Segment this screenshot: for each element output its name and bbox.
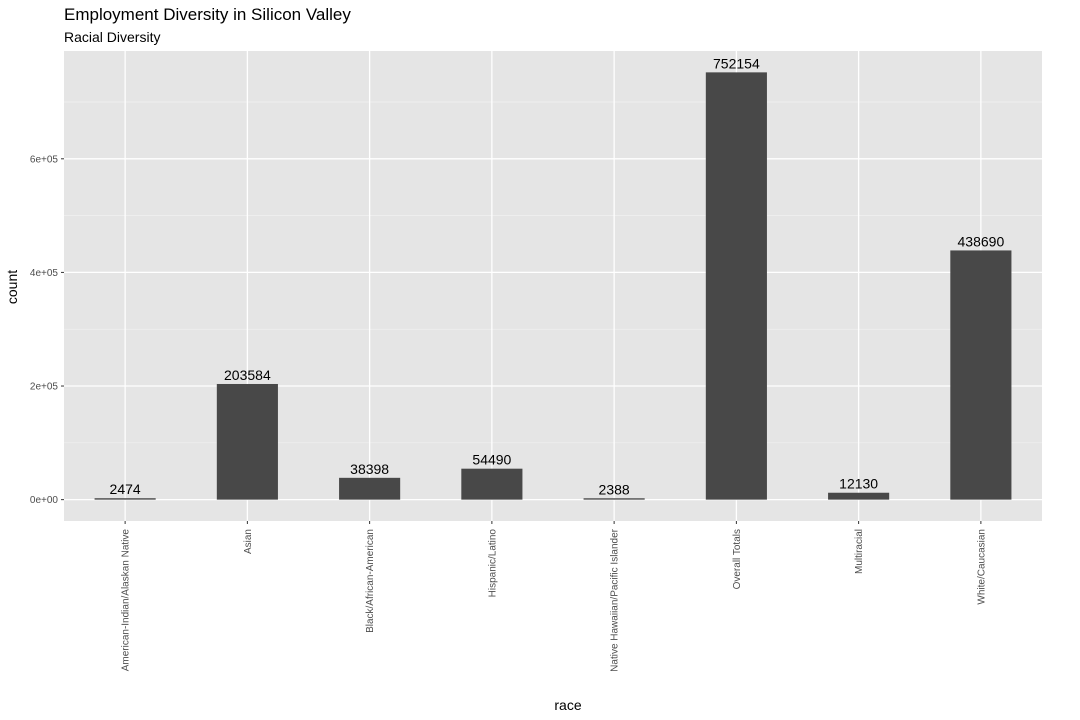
bar-value-label: 203584 [224, 367, 271, 383]
bar-value-label: 38398 [350, 461, 389, 477]
x-tick-label: American-Indian/Alaskan Native [121, 529, 132, 672]
y-tick-label: 4e+05 [30, 268, 59, 279]
bar [583, 498, 645, 500]
data-labels: 2474 203584 38398 54490 2388 752154 12130 43869… [110, 55, 1005, 497]
plot-panel [64, 51, 1042, 521]
y-axis: 0e+00 2e+05 4e+05 6e+05 [30, 154, 64, 506]
bars [94, 72, 1012, 500]
bar [216, 383, 278, 500]
bar-value-label: 752154 [713, 55, 760, 71]
bar [339, 477, 401, 500]
x-tick-label: Black/African-American [365, 529, 376, 633]
x-tick-label: Multiracial [854, 529, 865, 574]
bar [950, 250, 1012, 500]
x-tick-label: White/Caucasian [976, 529, 987, 605]
bar [705, 72, 767, 500]
x-axis: American-Indian/Alaskan Native Asian Black… [121, 521, 987, 672]
bar-value-label: 12130 [839, 476, 878, 492]
y-axis-title: count [4, 270, 20, 304]
x-axis-title: race [554, 697, 581, 713]
bar [828, 492, 890, 500]
y-tick-label: 2e+05 [30, 382, 59, 393]
bar [94, 498, 156, 500]
bar-value-label: 2388 [599, 481, 630, 497]
bar [461, 468, 523, 500]
bar-value-label: 54490 [472, 452, 511, 468]
chart-title: Employment Diversity in Silicon Valley [64, 5, 351, 24]
bar-value-label: 2474 [110, 481, 141, 497]
x-tick-label: Native Hawaiian/Pacific Islander [610, 528, 621, 672]
y-tick-label: 6e+05 [30, 154, 59, 165]
x-tick-label: Hispanic/Latino [487, 529, 498, 598]
x-tick-label: Asian [243, 529, 254, 554]
x-tick-label: Overall Totals [732, 529, 743, 589]
chart-subtitle: Racial Diversity [64, 29, 160, 45]
bar-value-label: 438690 [958, 233, 1005, 249]
y-tick-label: 0e+00 [30, 495, 59, 506]
minor-gridlines [64, 101, 1042, 444]
